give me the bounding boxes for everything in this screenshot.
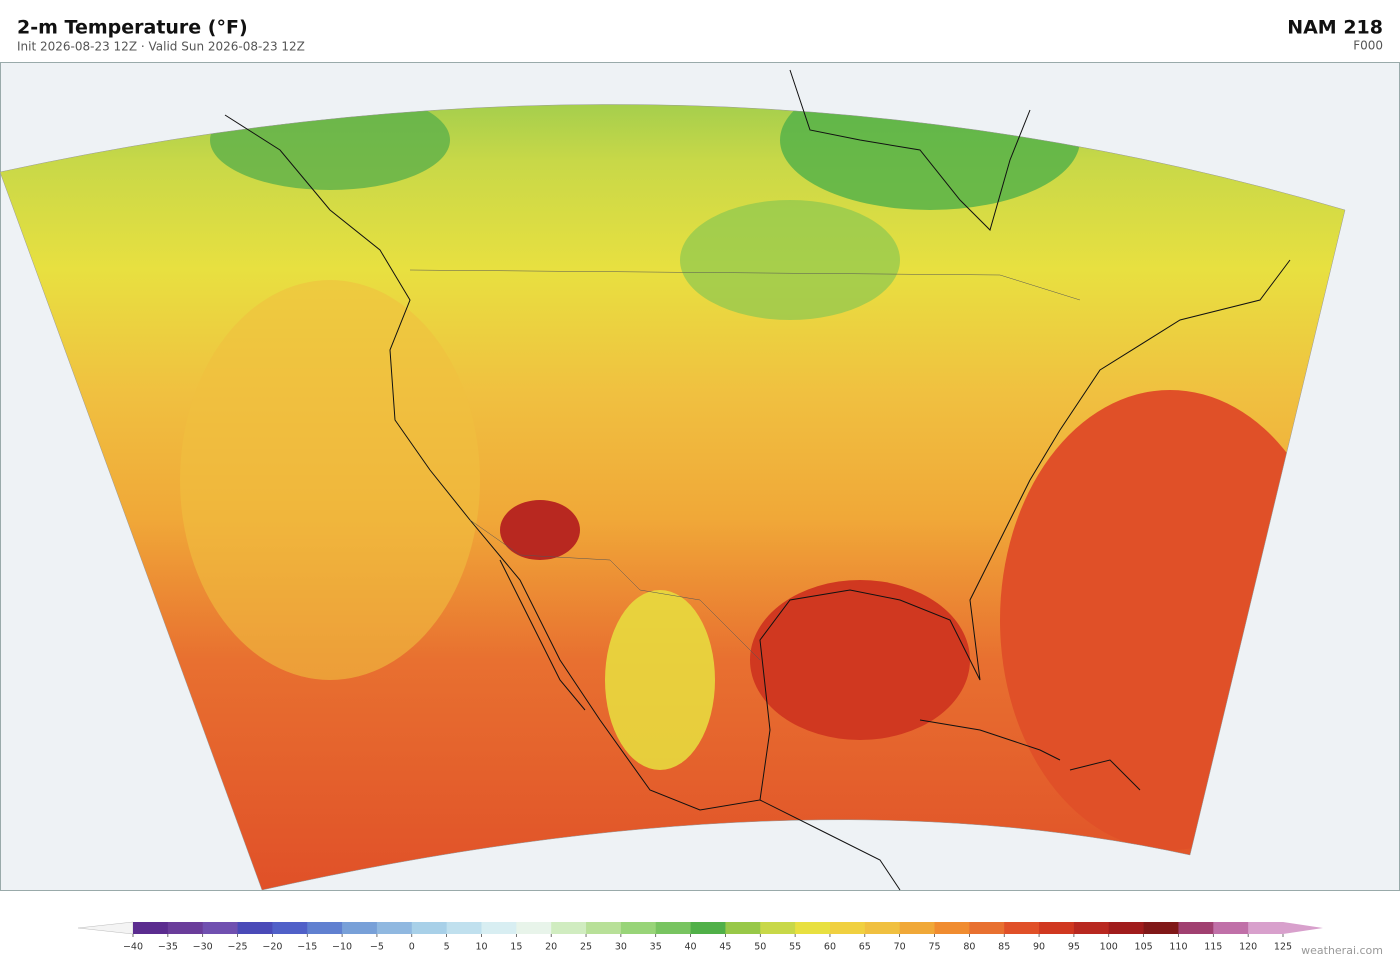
watermark: weatherai.com [1301, 944, 1383, 957]
field-blob [500, 500, 580, 560]
coastlines [224, 69, 1291, 891]
colorbar-tick-label: 0 [409, 942, 415, 953]
colorbar-over [1283, 922, 1323, 934]
coastline [1069, 759, 1141, 791]
colorbar-tick-label: 105 [1135, 942, 1153, 953]
field-blob [680, 200, 900, 320]
colorbar-swatch [829, 922, 866, 934]
colorbar-swatch [1004, 922, 1040, 934]
domain-edge [0, 104, 1346, 891]
model-name: NAM 218 [1287, 17, 1383, 39]
coastline [224, 114, 1291, 811]
colorbar-swatch [342, 922, 378, 934]
colorbar-swatch [551, 922, 587, 934]
colorbar-tick-label: 110 [1169, 942, 1187, 953]
colorbar-tick-label: 20 [545, 942, 557, 953]
field-blob [180, 280, 480, 680]
colorbar-tick-label: 50 [754, 942, 766, 953]
colorbar-tick-label: 75 [928, 942, 940, 953]
colorbar-swatch [237, 922, 273, 934]
colorbar-tick-label: −15 [297, 942, 317, 953]
colorbar-swatch [272, 922, 308, 934]
colorbar-tick-label: 70 [894, 942, 906, 953]
colorbar-swatch [690, 922, 726, 934]
subtitle: Init 2026-08-23 12Z · Valid Sun 2026-08-… [17, 40, 305, 54]
border [409, 269, 1081, 301]
colorbar-tick-label: 65 [859, 942, 871, 953]
field-blob [605, 590, 715, 770]
colorbar-tick-label: −25 [228, 942, 248, 953]
colorbar-tick-label: 90 [1033, 942, 1045, 953]
colorbar-tick-label: 45 [719, 942, 731, 953]
border [469, 519, 761, 661]
colorbar-tick-label: 60 [824, 942, 836, 953]
colorbar: −40 −35 −30 −25 −20 −15 −10 −5 0 5 10 15 20 25 30 35 40 4… [77, 921, 1323, 953]
colorbar-tick-label: −5 [370, 942, 384, 953]
colorbar-swatch [899, 922, 935, 934]
colorbar-swatch [376, 922, 413, 934]
forecast-hour: F000 [1353, 39, 1383, 53]
coastline [499, 559, 586, 711]
colorbar-tick-label: 5 [444, 942, 450, 953]
colorbar-swatch [1143, 922, 1179, 934]
colorbar-swatch [446, 922, 482, 934]
colorbar-swatch [1073, 922, 1110, 934]
colorbar-swatch [795, 922, 831, 934]
borders [409, 269, 1081, 661]
colorbar-swatch [760, 922, 796, 934]
field-blob [750, 580, 970, 740]
colorbar-swatch [864, 922, 901, 934]
colorbar-swatch [411, 922, 448, 934]
colorbar-tick-label: 85 [998, 942, 1010, 953]
colorbar-tick-label: 80 [963, 942, 975, 953]
colorbar-tick-label: 95 [1068, 942, 1080, 953]
colorbar-tick-label: 115 [1204, 942, 1222, 953]
coastline [759, 799, 901, 891]
coastline [789, 69, 1031, 231]
colorbar-tick-label: 35 [650, 942, 662, 953]
colorbar-tick-label: 10 [475, 942, 487, 953]
colorbar-swatch [481, 922, 517, 934]
colorbar-tick-label: −10 [332, 942, 352, 953]
colorbar-swatch [133, 922, 169, 934]
colorbar-swatch [167, 922, 204, 934]
colorbar-swatch [586, 922, 622, 934]
colorbar-swatch [1248, 922, 1284, 934]
colorbar-tick-label: 40 [685, 942, 697, 953]
colorbar-tick-label: 30 [615, 942, 627, 953]
colorbar-swatch [202, 922, 238, 934]
colorbar-swatch [307, 922, 343, 934]
colorbar-swatch [934, 922, 970, 934]
colorbar-swatch [655, 922, 691, 934]
colorbar-tick-label: 25 [580, 942, 592, 953]
colorbar-swatch [516, 922, 552, 934]
coastline [919, 719, 1061, 761]
colorbar-swatch [1039, 922, 1075, 934]
colorbar-tick-label: −20 [262, 942, 282, 953]
colorbar-swatch [969, 922, 1005, 934]
colorbar-swatch [1213, 922, 1249, 934]
colorbar-swatch [1178, 922, 1214, 934]
colorbar-tick-label: −35 [158, 942, 178, 953]
colorbar-swatch [620, 922, 657, 934]
colorbar-tick-label: 15 [510, 942, 522, 953]
colorbar-tick-label: 125 [1274, 942, 1292, 953]
colorbar-tick-label: 120 [1239, 942, 1257, 953]
colorbar-tick-label: 55 [789, 942, 801, 953]
colorbar-tick-label: 100 [1100, 942, 1118, 953]
colorbar-tick-label: −40 [123, 942, 143, 953]
colorbar-under [77, 921, 134, 935]
title: 2-m Temperature (°F) [17, 17, 248, 39]
colorbar-tick-label: −30 [193, 942, 213, 953]
colorbar-swatch [725, 922, 761, 934]
colorbar-swatch [1108, 922, 1145, 934]
